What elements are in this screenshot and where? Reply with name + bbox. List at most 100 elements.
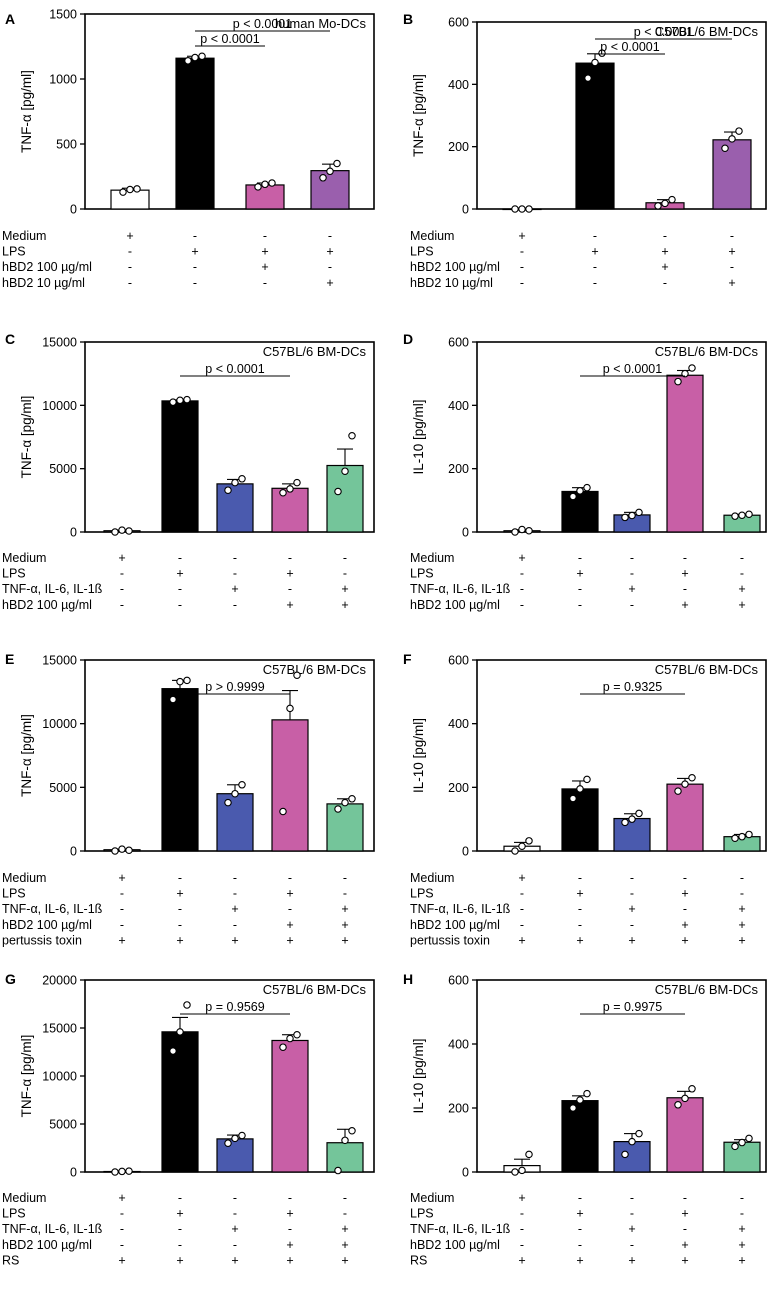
condition-sign: - <box>740 567 744 581</box>
condition-sign: - <box>120 887 124 901</box>
condition-sign: - <box>630 551 634 565</box>
data-point <box>598 49 606 57</box>
condition-sign: + <box>286 1207 293 1221</box>
condition-sign: - <box>178 902 182 916</box>
condition-label: Medium <box>2 229 46 243</box>
condition-sign: - <box>578 902 582 916</box>
y-tick-label: 600 <box>448 974 469 988</box>
data-point <box>176 677 184 686</box>
condition-sign: - <box>288 551 292 565</box>
condition-sign: - <box>193 276 197 290</box>
condition-sign: - <box>578 871 582 885</box>
condition-sign: + <box>286 887 293 901</box>
data-point <box>293 1030 301 1039</box>
condition-label: LPS <box>410 567 434 581</box>
data-point <box>286 1034 294 1043</box>
condition-sign: + <box>286 933 293 947</box>
y-tick-label: 400 <box>448 717 469 731</box>
condition-label: LPS <box>410 887 434 901</box>
condition-sign: + <box>326 245 333 259</box>
condition-sign: + <box>738 598 745 612</box>
condition-sign: + <box>518 933 525 947</box>
condition-sign: + <box>341 598 348 612</box>
y-axis-label: TNF-α [pg/ml] <box>19 70 34 153</box>
data-point <box>731 512 739 520</box>
panel-letter: C <box>5 331 15 347</box>
condition-sign: - <box>288 1191 292 1205</box>
data-point <box>745 1134 753 1143</box>
p-value-label: p < 0.0001 <box>205 362 264 376</box>
condition-sign: - <box>578 551 582 565</box>
condition-sign: - <box>178 1222 182 1236</box>
data-point <box>511 528 519 536</box>
y-tick-label: 400 <box>448 78 469 92</box>
condition-label: TNF-α, IL-6, IL-1ß <box>2 1222 103 1236</box>
data-point <box>238 781 246 789</box>
y-tick-label: 20000 <box>42 974 77 988</box>
data-point <box>735 127 743 135</box>
bar <box>216 793 254 852</box>
p-value-label: p = 0.9975 <box>603 1000 662 1014</box>
condition-sign: - <box>683 1222 687 1236</box>
data-point <box>111 1168 119 1176</box>
condition-sign: + <box>286 918 293 932</box>
panel-letter: F <box>403 651 412 667</box>
bar <box>310 170 350 210</box>
condition-sign: + <box>681 918 688 932</box>
condition-label: LPS <box>2 887 26 901</box>
condition-label: hBD2 100 µg/ml <box>410 918 500 932</box>
condition-label: pertussis toxin <box>410 933 490 947</box>
data-point <box>731 1142 739 1151</box>
panel-letter: B <box>403 11 413 27</box>
condition-sign: - <box>120 1238 124 1252</box>
data-point <box>286 704 294 713</box>
condition-sign: + <box>518 551 525 565</box>
condition-sign: - <box>233 1191 237 1205</box>
condition-sign: - <box>630 871 634 885</box>
condition-sign: + <box>176 887 183 901</box>
condition-sign: + <box>628 582 635 596</box>
condition-label: Medium <box>2 551 46 565</box>
condition-sign: - <box>233 871 237 885</box>
condition-sign: - <box>343 887 347 901</box>
data-point <box>635 1129 643 1138</box>
chart-title: C57BL/6 BM-DCs <box>263 344 367 359</box>
data-point <box>183 1001 191 1009</box>
condition-sign: - <box>520 1207 524 1221</box>
condition-label: hBD2 100 µg/ml <box>410 598 500 612</box>
condition-sign: + <box>681 887 688 901</box>
data-point <box>268 179 276 187</box>
condition-sign: + <box>681 1238 688 1252</box>
data-point <box>731 834 739 843</box>
condition-sign: - <box>343 1207 347 1221</box>
condition-sign: - <box>630 1207 634 1221</box>
data-point <box>583 1089 591 1098</box>
condition-sign: - <box>343 567 347 581</box>
condition-sign: + <box>176 1253 183 1267</box>
bar <box>712 139 752 210</box>
condition-sign: - <box>520 1222 524 1236</box>
y-tick-label: 5000 <box>49 462 77 476</box>
y-tick-label: 400 <box>448 1038 469 1052</box>
condition-sign: - <box>178 551 182 565</box>
condition-sign: + <box>118 933 125 947</box>
data-point <box>333 159 341 168</box>
data-point <box>348 431 356 440</box>
data-point <box>628 511 636 520</box>
data-point <box>169 695 177 704</box>
condition-sign: + <box>231 902 238 916</box>
data-point <box>518 1166 526 1175</box>
data-point <box>583 775 591 784</box>
condition-sign: + <box>341 918 348 932</box>
condition-sign: + <box>231 1222 238 1236</box>
condition-sign: - <box>578 598 582 612</box>
y-tick-label: 10000 <box>42 1070 77 1084</box>
y-tick-label: 5000 <box>49 1118 77 1132</box>
y-axis-label: IL-10 [pg/ml] <box>411 718 426 793</box>
condition-label: TNF-α, IL-6, IL-1ß <box>2 902 103 916</box>
condition-label: RS <box>2 1253 19 1267</box>
data-point <box>688 364 696 372</box>
condition-sign: - <box>178 1191 182 1205</box>
data-point <box>125 1167 133 1175</box>
